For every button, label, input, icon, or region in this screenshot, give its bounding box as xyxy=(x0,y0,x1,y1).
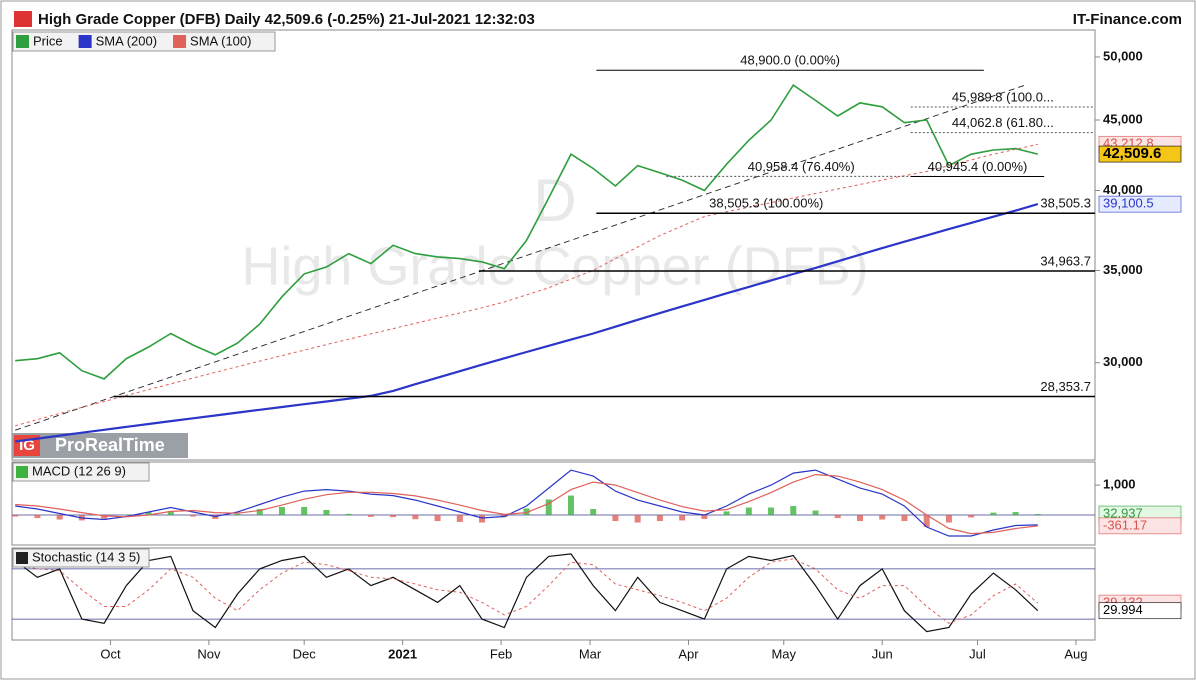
histogram-bar xyxy=(190,515,196,516)
histogram-bar xyxy=(968,515,974,517)
histogram-bar xyxy=(279,507,285,515)
histogram-bar xyxy=(679,515,685,520)
histogram-bar xyxy=(768,508,774,515)
logo: ProRealTime xyxy=(55,435,165,455)
legend-swatch xyxy=(79,35,92,48)
x-tick-label: Feb xyxy=(490,646,512,661)
histogram-bar xyxy=(390,515,396,517)
brand: IT-Finance.com xyxy=(1073,11,1182,28)
histogram-bar xyxy=(946,515,952,522)
histogram-bar xyxy=(568,496,574,515)
value-label: 29.994 xyxy=(1103,602,1143,617)
fib-label: 38,505.3 (100.00%) xyxy=(709,196,823,211)
watermark: High Grade Copper (DFB) xyxy=(241,236,868,296)
legend-label: Price xyxy=(33,33,63,48)
pane-title-icon xyxy=(16,466,28,478)
fib-label: 40,958.4 (76.40%) xyxy=(748,159,855,174)
histogram-bar xyxy=(34,515,40,518)
legend-label: SMA (200) xyxy=(96,33,157,48)
histogram-bar xyxy=(879,515,885,519)
histogram-bar xyxy=(457,515,463,522)
histogram-bar xyxy=(435,515,441,521)
fib-label: 40,945.4 (0.00%) xyxy=(928,159,1028,174)
value-label: 39,100.5 xyxy=(1103,196,1154,211)
pane-title-icon xyxy=(16,552,28,564)
histogram-bar xyxy=(346,514,352,515)
value-label: -361.17 xyxy=(1103,517,1147,532)
histogram-bar xyxy=(701,515,707,519)
legend-label: SMA (100) xyxy=(190,33,251,48)
fib-label: 48,900.0 (0.00%) xyxy=(740,53,840,68)
x-tick-label: Nov xyxy=(197,646,221,661)
y-tick-label: 35,000 xyxy=(1103,262,1143,277)
fib-label: 45,989.8 (100.0... xyxy=(952,89,1054,104)
x-tick-label: Jul xyxy=(969,646,986,661)
value-label: 42,509.6 xyxy=(1103,145,1161,162)
histogram-bar xyxy=(790,506,796,515)
x-tick-label: Apr xyxy=(678,646,699,661)
histogram-bar xyxy=(612,515,618,521)
chart-title: High Grade Copper (DFB) Daily 42,509.6 (… xyxy=(38,11,535,28)
x-tick-label: Mar xyxy=(579,646,602,661)
histogram-bar xyxy=(635,515,641,522)
histogram-bar xyxy=(813,511,819,515)
histogram-bar xyxy=(746,508,752,515)
histogram-bar xyxy=(901,515,907,521)
histogram-bar xyxy=(301,507,307,515)
histogram-bar xyxy=(990,513,996,515)
histogram-bar xyxy=(1035,514,1041,515)
level-label: 38,505.3 xyxy=(1040,196,1091,211)
legend-swatch xyxy=(173,35,186,48)
histogram-bar xyxy=(234,514,240,515)
histogram-bar xyxy=(479,515,485,522)
x-tick-label: Dec xyxy=(293,646,317,661)
x-tick-label: Oct xyxy=(100,646,121,661)
histogram-bar xyxy=(57,515,63,519)
histogram-bar xyxy=(590,509,596,515)
histogram-bar xyxy=(857,515,863,521)
histogram-bar xyxy=(1013,512,1019,515)
x-tick-label: May xyxy=(771,646,796,661)
y-tick-label: 30,000 xyxy=(1103,354,1143,369)
x-tick-label: Aug xyxy=(1064,646,1087,661)
y-tick-label: 45,000 xyxy=(1103,111,1143,126)
pane-title: MACD (12 26 9) xyxy=(32,463,126,478)
fib-label: 44,062.8 (61.80... xyxy=(952,115,1054,130)
histogram-bar xyxy=(835,515,841,518)
level-label: 34,963.7 xyxy=(1040,253,1091,268)
histogram-bar xyxy=(412,515,418,519)
y-tick-label: 50,000 xyxy=(1103,48,1143,63)
y-tick-label: 1,000 xyxy=(1103,477,1136,492)
x-tick-label: 2021 xyxy=(388,646,417,661)
histogram-bar xyxy=(12,515,18,516)
title-icon xyxy=(14,11,32,27)
histogram-bar xyxy=(724,511,730,515)
watermark-period: D xyxy=(533,167,576,234)
histogram-bar xyxy=(323,510,329,515)
level-label: 28,353.7 xyxy=(1040,379,1091,394)
histogram-bar xyxy=(657,515,663,521)
pane-title: Stochastic (14 3 5) xyxy=(32,549,140,564)
histogram-bar xyxy=(368,515,374,517)
legend-swatch xyxy=(16,35,29,48)
x-tick-label: Jun xyxy=(872,646,893,661)
